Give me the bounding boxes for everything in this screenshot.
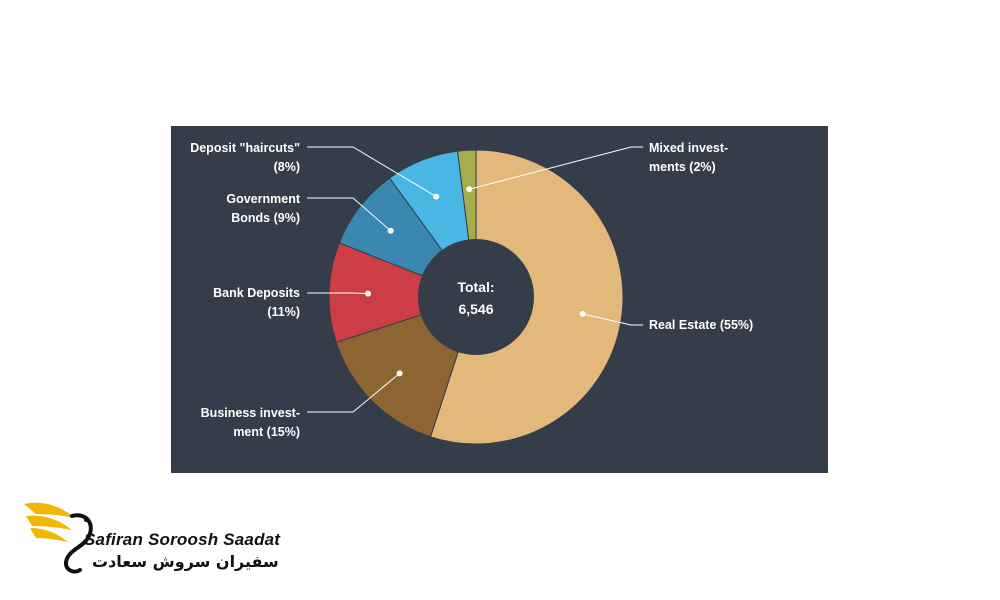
label-business-investment: Business invest- ment (15%) — [200, 406, 300, 439]
donut-hole — [418, 239, 534, 355]
label-bank-deposits: Bank Deposits (11%) — [213, 286, 300, 319]
pie-chart — [307, 146, 643, 445]
leader-dot — [365, 290, 372, 297]
leader-dot — [466, 186, 473, 193]
bird-wing-icon — [24, 502, 93, 574]
leader-line — [307, 146, 437, 198]
leader-line — [582, 313, 643, 326]
chart-panel: Total: 6,546 Deposit "haircuts" (8%) Gov… — [171, 126, 828, 473]
brand-name-persian: سفیران سروش سعادت — [92, 552, 279, 571]
label-mixed-investments: Mixed invest- ments (2%) — [649, 141, 729, 174]
leader-dot — [433, 193, 440, 200]
total-label-block: Total: 6,546 — [441, 276, 511, 320]
brand-name-latin: Safiran Soroosh Saadat — [84, 530, 281, 549]
leader-line — [469, 146, 643, 190]
leader-dot — [396, 370, 403, 377]
label-government-bonds: Government Bonds (9%) — [226, 192, 300, 225]
pie-slice-bank-deposits — [328, 242, 478, 344]
label-deposit-haircuts: Deposit "haircuts" (8%) — [190, 141, 300, 174]
label-real-estate: Real Estate (55%) — [649, 318, 754, 332]
brand-logo: Safiran Soroosh Saadat سفیران سروش سعادت — [22, 494, 292, 578]
total-value: 6,546 — [458, 301, 494, 317]
leader-line — [307, 197, 391, 232]
leader-dot — [387, 227, 394, 234]
leader-dot — [579, 310, 586, 317]
total-label: Total: — [457, 279, 495, 295]
leader-line — [307, 372, 400, 413]
leader-line — [307, 292, 369, 295]
